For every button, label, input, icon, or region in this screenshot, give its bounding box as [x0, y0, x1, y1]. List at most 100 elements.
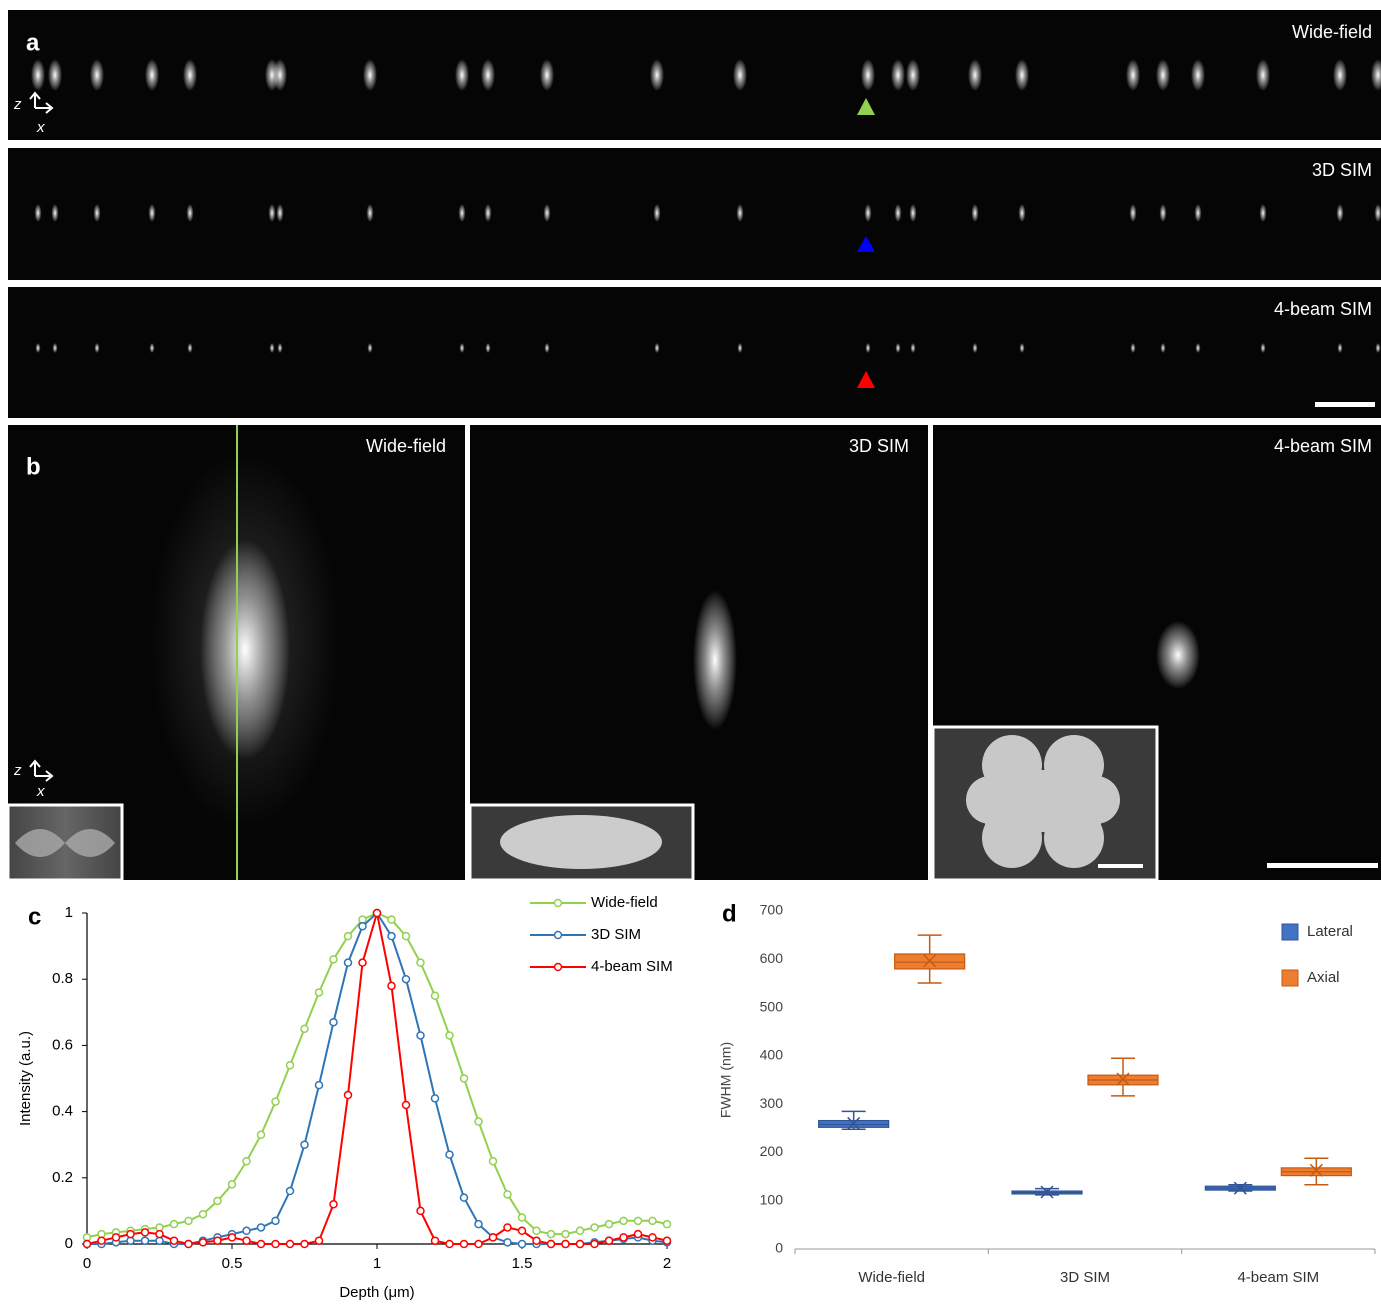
axis-label-z: z: [13, 96, 22, 113]
point: [84, 1241, 91, 1248]
figure: z x z x a b Wide-field 3D SIM 4-beam SIM…: [0, 0, 1381, 1305]
bead-spot: [486, 343, 491, 353]
point: [185, 1241, 192, 1248]
bead-spot: [53, 343, 58, 353]
bead-spot: [367, 204, 374, 222]
legend-label: Wide-field: [591, 894, 658, 911]
point: [388, 916, 395, 923]
bead-spot: [277, 204, 284, 222]
bead-spot: [1160, 204, 1167, 222]
series-line: [87, 913, 667, 1237]
point: [330, 1201, 337, 1208]
scale-bar: [1267, 863, 1378, 868]
legend-marker: [555, 964, 562, 971]
bead-spot: [269, 204, 276, 222]
x-tick-label: Wide-field: [858, 1269, 925, 1286]
panel-label: b: [26, 453, 41, 480]
point: [301, 1025, 308, 1032]
point: [229, 1181, 236, 1188]
point: [504, 1239, 511, 1246]
bead-spot: [1376, 343, 1381, 353]
point: [171, 1237, 178, 1244]
point: [403, 933, 410, 940]
bead-spot: [278, 343, 283, 353]
point: [548, 1241, 555, 1248]
point: [258, 1241, 265, 1248]
bead-spot: [866, 343, 871, 353]
point: [490, 1158, 497, 1165]
bead-spot: [1019, 204, 1026, 222]
point: [548, 1231, 555, 1238]
x-tick-label: 0.5: [222, 1255, 243, 1272]
point: [142, 1229, 149, 1236]
point: [490, 1234, 497, 1241]
y-tick-label: 600: [760, 950, 784, 966]
point: [359, 959, 366, 966]
bead-spot: [31, 59, 45, 91]
point: [533, 1237, 540, 1244]
point: [562, 1231, 569, 1238]
point: [142, 1237, 149, 1244]
bead-spot: [94, 204, 101, 222]
bead-spot: [1333, 59, 1347, 91]
row-label: 3D SIM: [1312, 160, 1372, 180]
point: [446, 1241, 453, 1248]
point: [185, 1217, 192, 1224]
point: [432, 992, 439, 999]
point: [258, 1224, 265, 1231]
x-tick-label: 2: [663, 1255, 671, 1272]
bead-spot: [48, 59, 62, 91]
bead-spot: [270, 343, 275, 353]
point: [577, 1241, 584, 1248]
legend-label: Axial: [1307, 969, 1340, 986]
axis-label-x: x: [36, 119, 45, 136]
bead-spot: [650, 59, 664, 91]
point: [620, 1234, 627, 1241]
bead-spot: [1256, 59, 1270, 91]
psf-wide-field: [200, 540, 290, 760]
point: [417, 1032, 424, 1039]
bead-spot: [865, 204, 872, 222]
bead-spot: [737, 204, 744, 222]
bead-spot: [972, 204, 979, 222]
bead-spot: [1161, 343, 1166, 353]
bead-spot: [481, 59, 495, 91]
bead-spot: [1337, 204, 1344, 222]
bead-spot: [895, 204, 902, 222]
legend-marker: [555, 900, 562, 907]
y-tick-label: 0.4: [52, 1103, 73, 1120]
bead-spot: [1260, 204, 1267, 222]
x-tick-label: 4-beam SIM: [1237, 1269, 1319, 1286]
point: [620, 1217, 627, 1224]
point: [171, 1221, 178, 1228]
y-tick-label: 300: [760, 1095, 784, 1111]
bead-spot: [540, 59, 554, 91]
row-label: Wide-field: [1292, 22, 1372, 42]
y-tick-label: 200: [760, 1143, 784, 1159]
x-tick-label: 3D SIM: [1060, 1269, 1110, 1286]
series-line: [87, 913, 667, 1244]
bead-spot: [1261, 343, 1266, 353]
bead-spot: [1196, 343, 1201, 353]
y-tick-label: 700: [760, 902, 784, 918]
bead-spot: [1130, 204, 1137, 222]
bead-spot: [1156, 59, 1170, 91]
point: [403, 1101, 410, 1108]
bead-spot: [460, 343, 465, 353]
point: [475, 1221, 482, 1228]
bead-spot: [733, 59, 747, 91]
bead-spot: [738, 343, 743, 353]
bead-spot: [145, 59, 159, 91]
bead-spot: [906, 59, 920, 91]
point: [316, 1237, 323, 1244]
point: [417, 959, 424, 966]
bead-spot: [1195, 204, 1202, 222]
point: [664, 1237, 671, 1244]
point: [316, 989, 323, 996]
legend-label: Lateral: [1307, 923, 1353, 940]
point: [388, 982, 395, 989]
point: [301, 1141, 308, 1148]
bead-spot: [1126, 59, 1140, 91]
point: [243, 1227, 250, 1234]
